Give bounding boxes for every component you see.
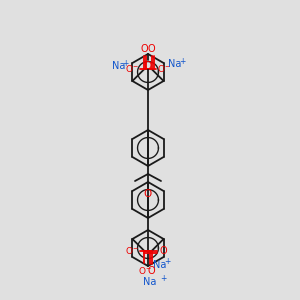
Text: +: + — [123, 58, 129, 68]
Text: O: O — [148, 44, 155, 54]
Text: Na: Na — [168, 59, 182, 69]
Text: O$^{-}$: O$^{-}$ — [158, 64, 171, 74]
Text: Na: Na — [143, 277, 156, 287]
Text: O$^{-}$: O$^{-}$ — [125, 245, 139, 256]
Text: O: O — [148, 266, 155, 276]
Text: +: + — [160, 274, 167, 283]
Text: O: O — [159, 246, 167, 256]
Text: Na: Na — [153, 260, 167, 270]
Text: +: + — [179, 56, 186, 65]
Text: Na: Na — [112, 61, 125, 71]
Text: O: O — [144, 189, 152, 199]
Text: +: + — [164, 257, 171, 266]
Text: O$^{-}$: O$^{-}$ — [125, 64, 139, 74]
Text: O: O — [141, 44, 148, 54]
Text: O$^{-}$: O$^{-}$ — [137, 265, 151, 276]
Text: O: O — [144, 61, 152, 71]
